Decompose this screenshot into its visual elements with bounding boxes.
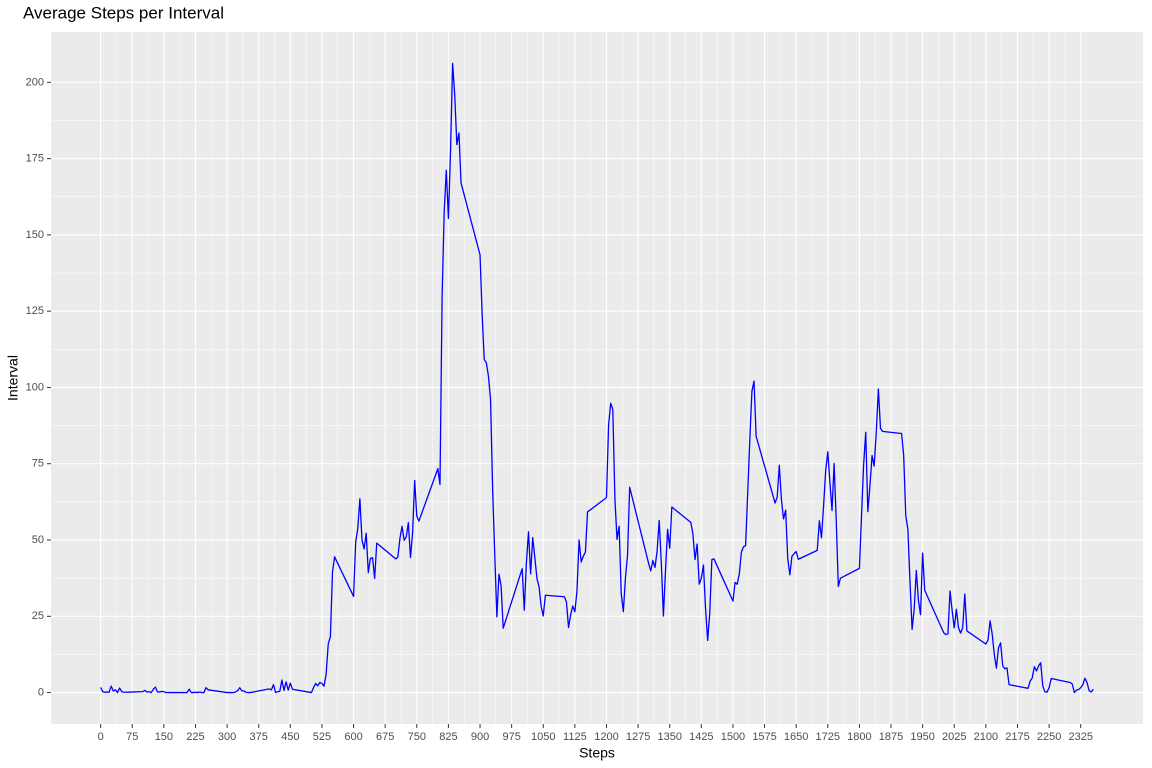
x-tick-label: 1650 <box>784 731 808 743</box>
y-tick-label: 75 <box>32 458 44 470</box>
y-tick-label: 175 <box>26 153 44 165</box>
x-tick-label: 525 <box>313 731 331 743</box>
x-tick-label: 75 <box>126 731 138 743</box>
x-tick-label: 1575 <box>752 731 776 743</box>
x-tick-label: 1200 <box>594 731 618 743</box>
y-tick-label: 200 <box>26 76 44 88</box>
x-tick-label: 300 <box>218 731 236 743</box>
x-tick-label: 1800 <box>847 731 871 743</box>
x-tick-label: 1500 <box>721 731 745 743</box>
line <box>100 62 1094 694</box>
x-tick-label: 2100 <box>974 731 998 743</box>
y-tick-label: 125 <box>26 305 44 317</box>
y-tick-label: 150 <box>26 229 44 241</box>
x-tick-label: 1050 <box>531 731 555 743</box>
x-tick-label: 750 <box>408 731 426 743</box>
x-tick-label: 825 <box>439 731 457 743</box>
x-tick-label: 2325 <box>1068 731 1092 743</box>
x-tick-label: 1950 <box>910 731 934 743</box>
y-axis-label: Interval <box>5 355 21 401</box>
x-tick-label: 1275 <box>626 731 650 743</box>
x-tick-label: 0 <box>98 731 104 743</box>
x-tick-label: 1425 <box>689 731 713 743</box>
chart-title: Average Steps per Interval <box>23 3 224 22</box>
x-tick-label: 1875 <box>879 731 903 743</box>
x-tick-label: 900 <box>471 731 489 743</box>
x-tick-label: 150 <box>155 731 173 743</box>
y-tick-label: 0 <box>38 686 44 698</box>
y-tick-label: 50 <box>32 534 44 546</box>
x-tick-label: 2025 <box>942 731 966 743</box>
x-tick-label: 1725 <box>816 731 840 743</box>
x-tick-label: 1125 <box>563 731 587 743</box>
x-tick-label: 225 <box>186 731 204 743</box>
x-tick-label: 375 <box>250 731 268 743</box>
x-tick-label: 975 <box>502 731 520 743</box>
x-tick-label: 450 <box>281 731 299 743</box>
x-axis-label: Steps <box>579 745 615 761</box>
x-tick-label: 1350 <box>657 731 681 743</box>
x-tick-label: 2250 <box>1037 731 1061 743</box>
panel <box>51 32 1143 724</box>
x-tick-label: 2175 <box>1005 731 1029 743</box>
x-tick-label: 600 <box>344 731 362 743</box>
x-tick-label: 675 <box>376 731 394 743</box>
y-tick-label: 25 <box>32 610 44 622</box>
y-tick-label: 100 <box>26 381 44 393</box>
